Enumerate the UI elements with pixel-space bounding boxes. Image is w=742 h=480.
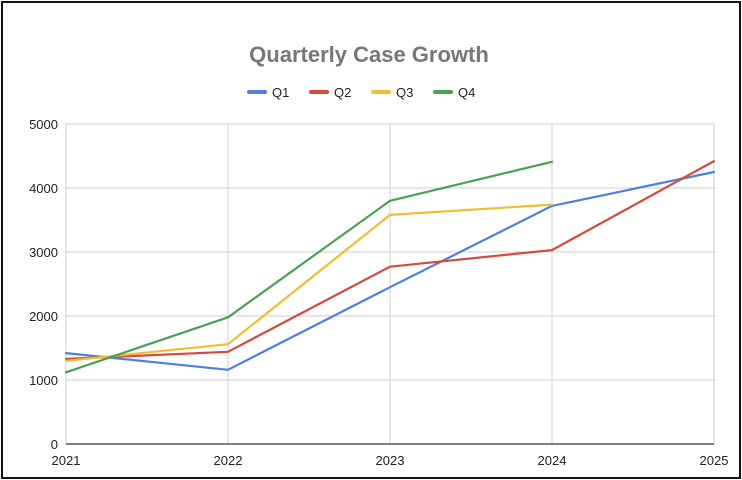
y-tick-label: 5000 (29, 117, 58, 132)
legend: Q1 Q2 Q3 Q4 (247, 85, 475, 100)
series-line-q1 (64, 170, 716, 371)
x-tick-label: 2023 (376, 453, 405, 468)
legend-label-q3: Q3 (396, 85, 413, 100)
y-tick-label: 4000 (29, 181, 58, 196)
series-line-q4 (64, 160, 554, 374)
x-tick-label: 2021 (52, 453, 81, 468)
axes: 0 1000 2000 3000 4000 5000 2021 2022 2023 2024 202… (29, 117, 728, 468)
x-tick-label: 2025 (700, 453, 729, 468)
y-tick-label: 2000 (29, 309, 58, 324)
legend-label-q2: Q2 (334, 85, 351, 100)
series-lines (64, 160, 716, 374)
chart-title: Quarterly Case Growth (249, 42, 489, 67)
legend-label-q1: Q1 (272, 85, 289, 100)
y-tick-label: 1000 (29, 373, 58, 388)
x-tick-label: 2022 (214, 453, 243, 468)
y-tick-label: 0 (51, 437, 58, 452)
x-tick-label: 2024 (538, 453, 567, 468)
series-line-q3 (64, 203, 554, 362)
y-tick-label: 3000 (29, 245, 58, 260)
legend-label-q4: Q4 (458, 85, 475, 100)
series-line-q2 (64, 160, 716, 360)
grid (65, 123, 715, 444)
